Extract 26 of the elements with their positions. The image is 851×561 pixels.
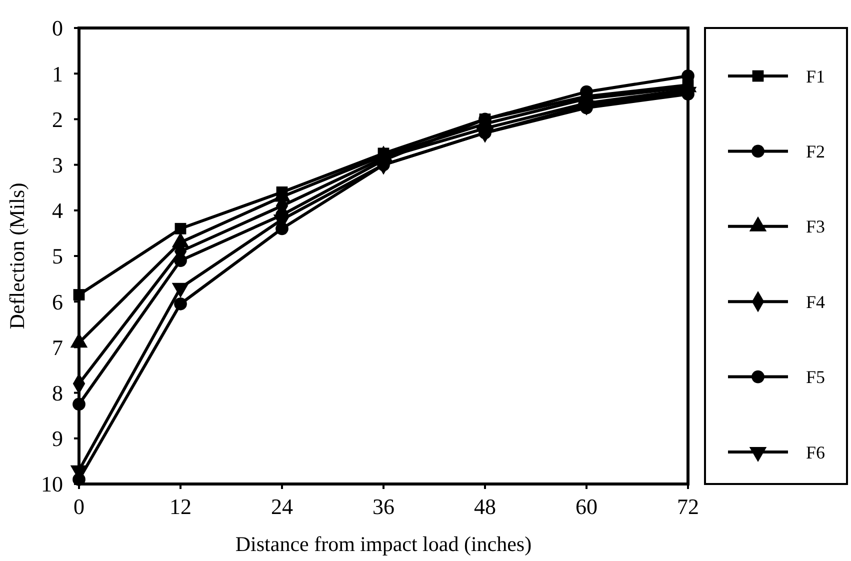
y-tick-label: 7: [52, 334, 63, 360]
y-tick-label: 2: [52, 106, 63, 132]
legend-label: F6: [806, 442, 826, 462]
y-tick-label: 8: [52, 380, 63, 406]
x-tick-label: 72: [677, 494, 699, 519]
y-tick-label: 0: [52, 16, 63, 41]
legend-label: F5: [806, 367, 826, 388]
y-tick-label: 9: [52, 426, 63, 452]
legend-label: F4: [806, 292, 826, 312]
y-tick-label: 4: [52, 198, 63, 224]
legend-label: F3: [806, 216, 826, 237]
y-axis-title: Deflection (Mils): [5, 182, 29, 330]
y-tick-label: 1: [52, 61, 63, 86]
x-axis-title: Distance from impact load (inches): [235, 532, 532, 556]
legend-label: F1: [806, 66, 826, 86]
x-tick-label: 0: [74, 494, 84, 519]
x-tick-label: 24: [271, 494, 293, 519]
y-tick-label: 6: [52, 289, 63, 314]
y-tick-label: 3: [52, 152, 63, 178]
x-tick-label: 48: [474, 494, 496, 519]
legend-label: F2: [806, 142, 826, 162]
y-tick-label: 10: [41, 472, 63, 497]
x-tick-label: 36: [372, 494, 394, 519]
y-tick-label: 5: [52, 244, 63, 269]
x-tick-label: 60: [576, 494, 598, 519]
x-tick-label: 12: [170, 494, 192, 519]
